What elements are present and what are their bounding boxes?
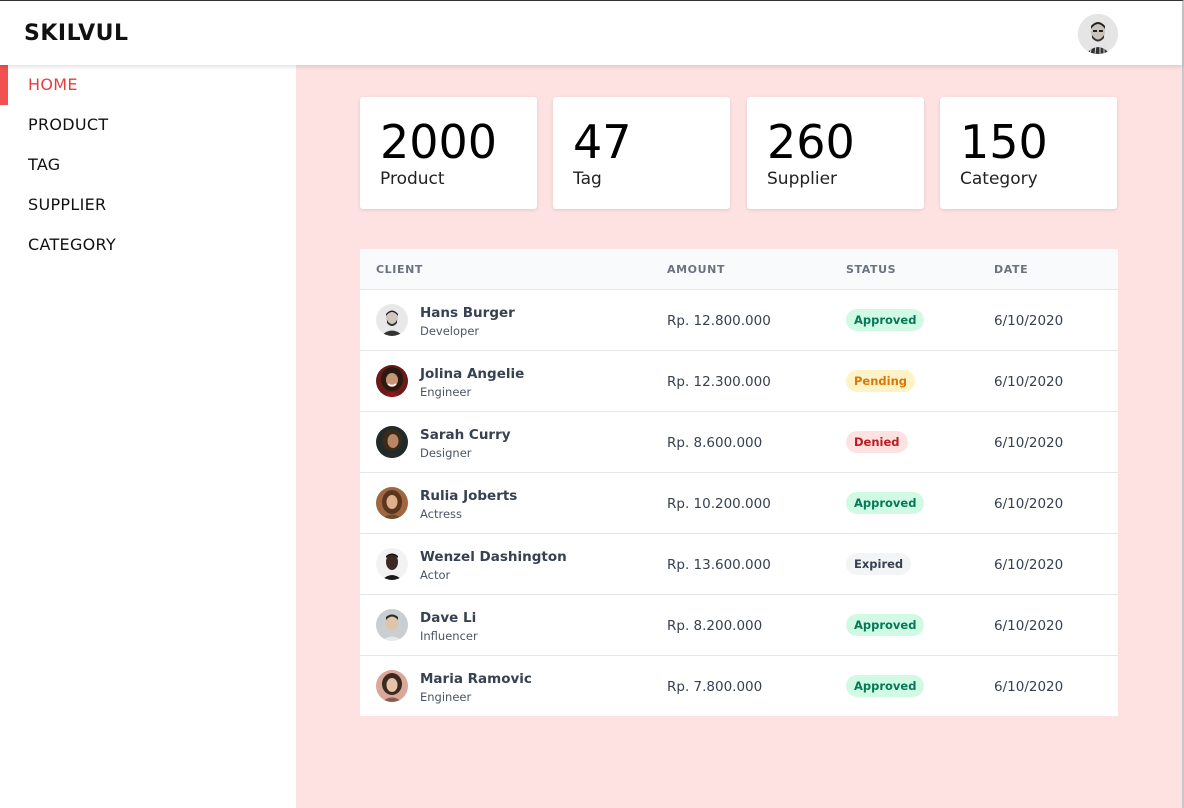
date-cell: 6/10/2020 xyxy=(994,313,1064,329)
client-avatar xyxy=(376,487,408,519)
amount-cell: Rp. 7.800.000 xyxy=(667,679,763,695)
column-header-amount: AMOUNT xyxy=(667,263,726,276)
table-row[interactable]: Wenzel Dashington Actor Rp. 13.600.000 E… xyxy=(360,534,1118,595)
client-role: Engineer xyxy=(420,690,472,704)
client-role: Influencer xyxy=(420,629,478,643)
status-badge: Expired xyxy=(846,553,912,575)
amount-cell: Rp. 8.600.000 xyxy=(667,435,763,451)
client-name: Wenzel Dashington xyxy=(420,549,567,565)
client-name: Rulia Joberts xyxy=(420,488,518,504)
stat-label: Supplier xyxy=(767,169,838,189)
avatar-woman-icon xyxy=(376,365,408,397)
column-header-status: STATUS xyxy=(846,263,897,276)
client-avatar xyxy=(376,365,408,397)
column-header-client: CLIENT xyxy=(376,263,423,276)
client-avatar xyxy=(376,548,408,580)
amount-cell: Rp. 12.800.000 xyxy=(667,313,771,329)
status-badge: Approved xyxy=(846,309,925,331)
sidebar-item-supplier[interactable]: SUPPLIER xyxy=(28,195,107,214)
table-row[interactable]: Sarah Curry Designer Rp. 8.600.000 Denie… xyxy=(360,412,1118,473)
stat-value: 260 xyxy=(767,115,855,169)
status-badge: Approved xyxy=(846,492,925,514)
date-cell: 6/10/2020 xyxy=(994,679,1064,695)
stat-value: 150 xyxy=(960,115,1048,169)
stat-label: Tag xyxy=(573,169,602,189)
stat-card-supplier: 260 Supplier xyxy=(747,97,924,209)
avatar-woman-icon xyxy=(376,487,408,519)
client-avatar xyxy=(376,609,408,641)
status-badge: Approved xyxy=(846,675,925,697)
stat-value: 2000 xyxy=(380,115,498,169)
client-name: Jolina Angelie xyxy=(420,366,525,382)
stat-label: Product xyxy=(380,169,445,189)
column-header-date: DATE xyxy=(994,263,1029,276)
stat-card-category: 150 Category xyxy=(940,97,1117,209)
client-role: Actress xyxy=(420,507,463,521)
stat-label: Category xyxy=(960,169,1038,189)
status-badge: Pending xyxy=(846,370,916,392)
sidebar-item-tag[interactable]: TAG xyxy=(28,155,61,174)
client-avatar xyxy=(376,670,408,702)
table-row[interactable]: Hans Burger Developer Rp. 12.800.000 App… xyxy=(360,290,1118,351)
amount-cell: Rp. 8.200.000 xyxy=(667,618,763,634)
date-cell: 6/10/2020 xyxy=(994,618,1064,634)
table-row[interactable]: Rulia Joberts Actress Rp. 10.200.000 App… xyxy=(360,473,1118,534)
stat-value: 47 xyxy=(573,115,632,169)
avatar-woman-icon xyxy=(376,426,408,458)
avatar-woman-icon xyxy=(376,670,408,702)
client-role: Developer xyxy=(420,324,480,338)
status-badge: Approved xyxy=(846,614,925,636)
top-header: SKILVUL xyxy=(0,2,1182,65)
status-badge: Denied xyxy=(846,431,908,453)
avatar-man-icon xyxy=(376,304,408,336)
date-cell: 6/10/2020 xyxy=(994,496,1064,512)
client-role: Actor xyxy=(420,568,451,582)
avatar-man-icon xyxy=(1078,14,1118,54)
main-content: 2000 Product 47 Tag 260 Supplier 150 Cat… xyxy=(296,65,1182,808)
table-row[interactable]: Jolina Angelie Engineer Rp. 12.300.000 P… xyxy=(360,351,1118,412)
avatar-man-icon xyxy=(376,609,408,641)
sidebar-item-category[interactable]: CATEGORY xyxy=(28,235,117,254)
stat-card-tag: 47 Tag xyxy=(553,97,730,209)
table-row[interactable]: Dave Li Influencer Rp. 8.200.000 Approve… xyxy=(360,595,1118,656)
client-name: Hans Burger xyxy=(420,305,515,321)
clients-table: CLIENT AMOUNT STATUS DATE Hans Burger xyxy=(360,249,1118,716)
sidebar-item-home[interactable]: HOME xyxy=(0,65,296,105)
client-avatar xyxy=(376,426,408,458)
date-cell: 6/10/2020 xyxy=(994,435,1064,451)
table-row[interactable]: Maria Ramovic Engineer Rp. 7.800.000 App… xyxy=(360,656,1118,717)
client-name: Dave Li xyxy=(420,610,477,626)
user-avatar[interactable] xyxy=(1078,14,1118,54)
amount-cell: Rp. 13.600.000 xyxy=(667,557,771,573)
amount-cell: Rp. 12.300.000 xyxy=(667,374,771,390)
table-header: CLIENT AMOUNT STATUS DATE xyxy=(360,249,1118,290)
client-name: Sarah Curry xyxy=(420,427,511,443)
client-avatar xyxy=(376,304,408,336)
brand-logo[interactable]: SKILVUL xyxy=(24,21,129,46)
date-cell: 6/10/2020 xyxy=(994,557,1064,573)
client-role: Engineer xyxy=(420,385,472,399)
sidebar-item-product[interactable]: PRODUCT xyxy=(28,115,109,134)
avatar-man-icon xyxy=(376,548,408,580)
client-name: Maria Ramovic xyxy=(420,671,532,687)
sidebar-nav: HOME PRODUCT TAG SUPPLIER CATEGORY xyxy=(0,65,296,808)
stat-card-product: 2000 Product xyxy=(360,97,537,209)
amount-cell: Rp. 10.200.000 xyxy=(667,496,771,512)
date-cell: 6/10/2020 xyxy=(994,374,1064,390)
client-role: Designer xyxy=(420,446,472,460)
